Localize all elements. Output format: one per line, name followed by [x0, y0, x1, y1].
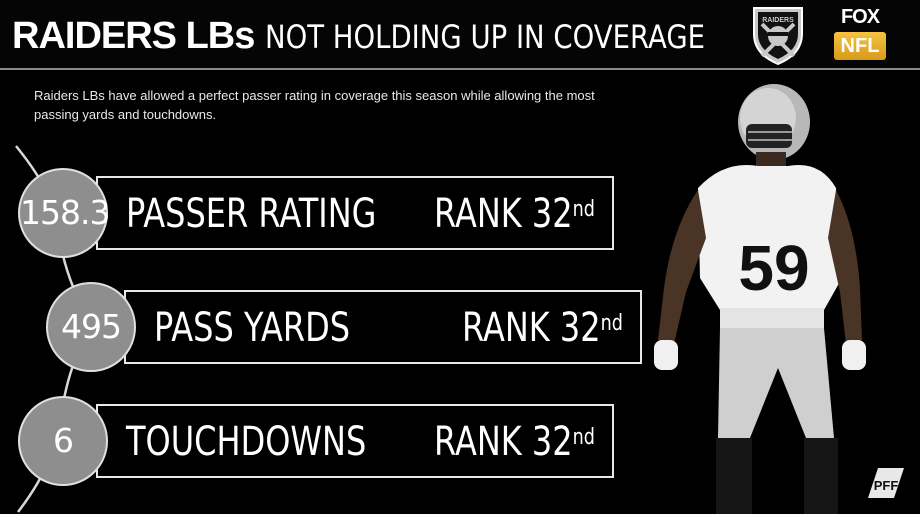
stat-row-pass-yards — [124, 290, 642, 364]
pff-logo: PFF — [868, 468, 904, 498]
jersey-number: 59 — [738, 232, 809, 304]
stat-rank: RANK 32nd — [462, 305, 623, 351]
raiders-logo-text: RAIDERS — [762, 17, 794, 24]
rank-suffix: nd — [572, 197, 595, 222]
fox-text: FOX — [840, 6, 880, 28]
stat-rank: RANK 32nd — [434, 419, 595, 465]
header-bar: RAIDERS LBs NOT HOLDING UP IN COVERAGE R… — [0, 0, 920, 70]
stat-value-circle: 495 — [46, 282, 136, 372]
title-bold: RAIDERS LBs — [12, 15, 255, 57]
raiders-shield-logo: RAIDERS — [753, 7, 803, 66]
stat-row-passer-rating — [96, 176, 614, 250]
player-photo: 59 — [654, 84, 866, 514]
rank-suffix: nd — [600, 311, 623, 336]
title-light: NOT HOLDING UP IN COVERAGE — [264, 18, 706, 56]
nfl-badge: NFL — [834, 32, 886, 60]
page-title: RAIDERS LBs NOT HOLDING UP IN COVERAGE — [12, 14, 777, 58]
stat-label: PASSER RATING — [126, 191, 377, 237]
stat-value-circle: 158.3 — [18, 168, 110, 258]
stat-label: PASS YARDS — [154, 305, 351, 351]
pff-logo-text: PFF — [874, 478, 899, 493]
fox-nfl-logo: FOX NFL — [832, 6, 888, 62]
subtitle: Raiders LBs have allowed a perfect passe… — [34, 88, 595, 122]
stat-value-circle: 6 — [18, 396, 108, 486]
stat-label: TOUCHDOWNS — [126, 419, 367, 465]
rank-suffix: nd — [572, 425, 595, 450]
stat-rank: RANK 32nd — [434, 191, 595, 237]
